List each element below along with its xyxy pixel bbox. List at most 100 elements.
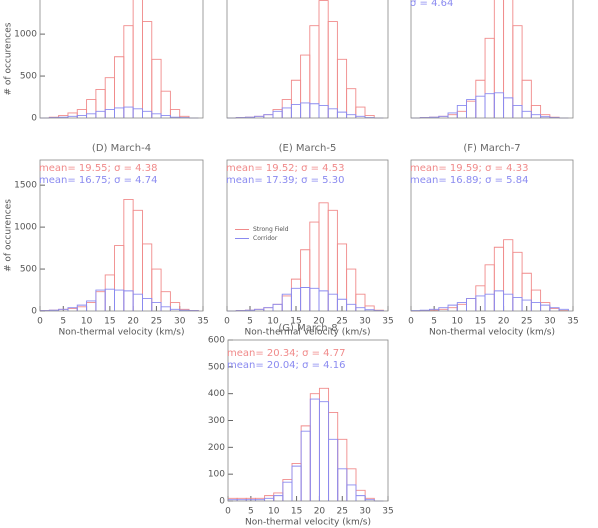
histogram-bar (521, 272, 532, 311)
histogram-bar (132, 108, 143, 118)
x-tick-label: 20 (127, 317, 139, 327)
x-tick-label: 10 (267, 317, 279, 327)
histogram-bar (466, 297, 477, 311)
histogram-bar (104, 109, 115, 118)
histogram-bar (95, 110, 106, 118)
histogram-bar (123, 198, 134, 311)
histogram-bar (86, 99, 97, 118)
x-tick-label: 25 (337, 507, 348, 517)
histogram-bar (104, 274, 115, 311)
x-tick-label: 15 (475, 317, 486, 327)
x-tick-label: 20 (498, 317, 510, 327)
histogram-bar (95, 289, 106, 311)
histogram-bar (282, 479, 293, 501)
histogram-bar (142, 297, 153, 311)
histogram-bar (142, 110, 153, 118)
x-tick-label: 30 (174, 317, 186, 327)
x-tick-label: 30 (544, 317, 556, 327)
y-tick-label: 0 (31, 114, 37, 124)
x-tick-label: 25 (521, 317, 532, 327)
histogram-bar (484, 37, 495, 118)
histogram-bar (104, 77, 115, 118)
y-tick-label: 1000 (14, 223, 37, 233)
x-tick-label: 30 (359, 507, 371, 517)
histogram-bar (364, 499, 375, 501)
histogram-bar (337, 438, 348, 501)
annotation: σ = 4.64 (410, 0, 453, 9)
x-tick-label: 15 (290, 317, 301, 327)
histogram-bar (281, 107, 292, 118)
x-tick-label: 5 (248, 507, 254, 517)
histogram-bar (512, 251, 523, 311)
x-axis-label: Non-thermal velocity (km/s) (59, 328, 185, 338)
y-tick-label: 1000 (14, 30, 37, 40)
panel-title: (F) March-7 (463, 143, 520, 154)
histogram-bar (76, 304, 88, 311)
histogram-bar (318, 401, 330, 501)
histogram-bar (512, 104, 523, 118)
histogram-bar (447, 112, 458, 118)
histogram-bar (309, 103, 320, 118)
histogram-bar (290, 79, 302, 118)
x-tick-label: 0 (225, 507, 231, 517)
x-tick-label: 30 (359, 317, 371, 327)
histogram-bar (484, 93, 495, 118)
histogram-bar (336, 111, 348, 118)
annotation: mean= 20.04; σ = 4.16 (227, 360, 345, 371)
histogram-bar (475, 79, 486, 118)
x-axis-label: Non-thermal velocity (km/s) (245, 328, 371, 338)
y-tick-label: 500 (20, 265, 37, 275)
histogram-bar (291, 462, 302, 501)
histogram-bar (132, 0, 143, 118)
legend-label: Corridor (253, 235, 278, 242)
x-axis-label: Non-thermal velocity (km/s) (429, 328, 555, 338)
y-tick-label: 600 (208, 336, 225, 346)
histogram-bar (95, 291, 106, 311)
histogram-bar (272, 110, 283, 118)
histogram-bar (512, 25, 523, 118)
histogram-bar (123, 106, 134, 118)
histogram-bar (521, 79, 532, 118)
x-tick-label: 5 (431, 317, 437, 327)
histogram-bar (466, 100, 477, 118)
annotation: mean= 19.59; σ = 4.33 (410, 163, 528, 174)
histogram-bar (291, 465, 302, 501)
histogram-bar (456, 110, 467, 118)
histogram-bar (558, 308, 569, 311)
histogram-bar (273, 495, 284, 501)
histogram-bar (263, 114, 274, 118)
histogram-bar (263, 307, 274, 311)
x-tick-label: 10 (452, 317, 464, 327)
histogram-bar (86, 113, 97, 118)
histogram-bar (530, 302, 542, 311)
histogram-bar (503, 293, 514, 311)
histogram-bar (114, 107, 125, 118)
histogram-bar (346, 268, 357, 311)
y-tick-label: 0 (219, 497, 225, 507)
histogram-bar (132, 293, 143, 311)
histogram-bar (76, 306, 88, 311)
y-axis-label: # of occurences (4, 22, 14, 95)
histogram-bar (151, 58, 162, 118)
histogram-bar (336, 243, 348, 311)
histogram-bar (76, 109, 88, 118)
y-tick-label: 0 (31, 307, 37, 317)
annotation: mean= 17.39; σ = 5.30 (226, 175, 344, 186)
histogram-bar (327, 293, 338, 311)
annotation: mean= 20.34; σ = 4.77 (227, 348, 345, 359)
histogram-bar (475, 95, 486, 118)
histogram-bar (336, 58, 348, 118)
histogram-bar (309, 398, 320, 501)
x-tick-label: 25 (151, 317, 162, 327)
histogram-bar (456, 303, 467, 311)
histogram-bar (300, 430, 311, 501)
x-tick-label: 35 (382, 317, 393, 327)
annotation: mean= 19.55; σ = 4.38 (39, 163, 157, 174)
x-tick-label: 0 (224, 317, 230, 327)
histogram-bar (346, 88, 357, 118)
histogram-bar (151, 268, 162, 311)
x-axis-label: Non-thermal velocity (km/s) (245, 518, 371, 528)
panel-title: (D) March-4 (92, 143, 151, 154)
annotation: mean= 16.89; σ = 5.84 (410, 175, 528, 186)
